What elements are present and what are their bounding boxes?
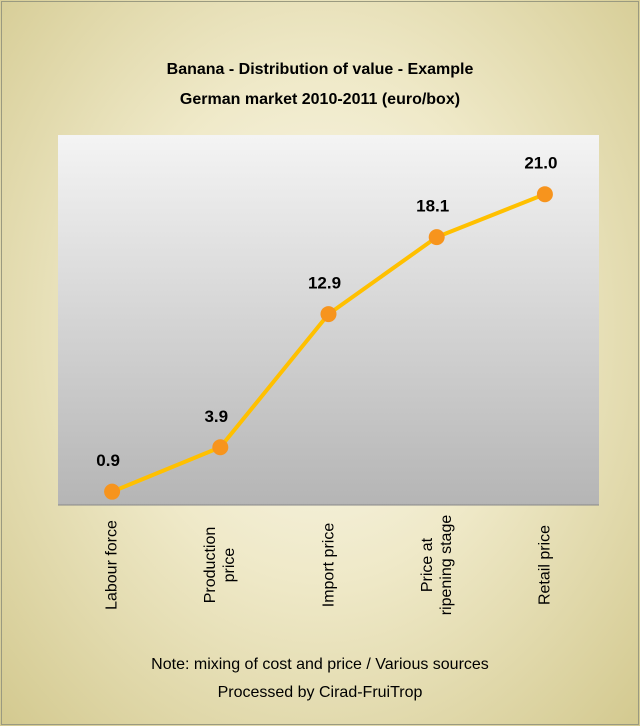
data-label: 18.1: [416, 197, 449, 216]
data-point: [104, 483, 121, 500]
data-label: 3.9: [204, 407, 228, 426]
data-label: 0.9: [96, 451, 120, 470]
x-tick-label: Labour force: [103, 520, 121, 610]
x-tick-label: Import price: [320, 522, 337, 608]
x-tick-label: Retail price: [536, 524, 554, 606]
data-label: 21.0: [524, 154, 557, 173]
data-point: [320, 306, 337, 323]
data-point: [212, 439, 229, 456]
data-point: [536, 186, 553, 203]
data-label: 12.9: [308, 274, 341, 293]
chart-title: Banana - Distribution of value - Example: [167, 61, 474, 78]
x-tick-label: Production price: [202, 526, 239, 604]
data-point: [428, 229, 445, 246]
note: Note: mixing of cost and price / Various…: [151, 656, 489, 673]
note: Processed by Cirad-FruiTrop: [218, 684, 423, 701]
chart-subtitle: German market 2010-2011 (euro/box): [180, 91, 460, 108]
x-tick-label: Price at ripening stage: [418, 514, 455, 616]
